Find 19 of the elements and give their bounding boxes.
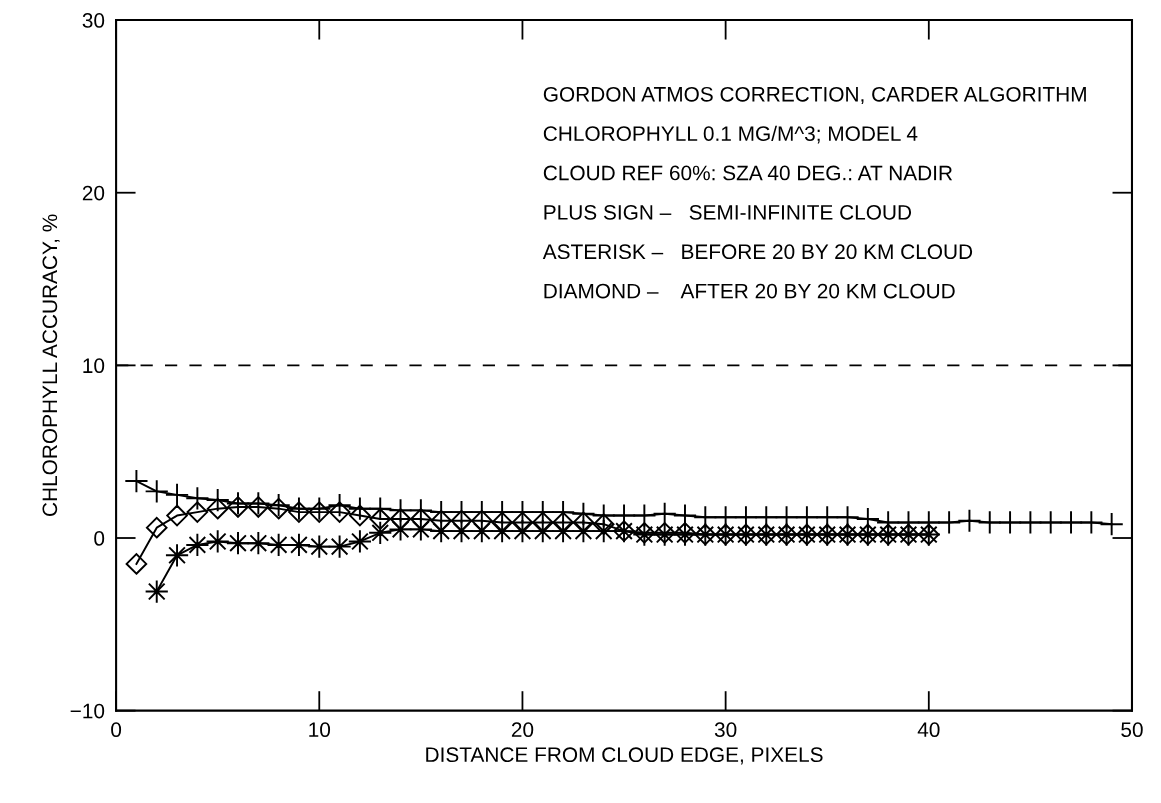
x-axis-title: DISTANCE FROM CLOUD EDGE, PIXELS [426,747,823,765]
x-tick-label: 10 [309,722,331,738]
y-tick-label: 20 [82,185,105,201]
y-tick-label: 10 [83,358,105,374]
annotation: CHLOROPHYLL 0.1 MG/M^3; MODEL 4 [543,125,918,144]
annotation: ASTERISK – BEFORE 20 BY 20 KM CLOUD [542,244,973,260]
annotation: PLUS SIGN – SEMI-INFINITE CLOUD [544,204,912,220]
x-tick-label: 50 [1121,722,1143,738]
y-tick-label: 30 [82,13,105,28]
x-tick-label: 30 [714,722,737,738]
annotation: GORDON ATMOS CORRECTION, CARDER ALGORITHM [543,86,1086,105]
y-tick-label: −10 [70,703,105,719]
annotation: DIAMOND – AFTER 20 BY 20 KM CLOUD [544,283,955,299]
annotation: CLOUD REF 60%: SZA 40 DEG.: AT NADIR [543,165,953,181]
x-tick-label: 20 [511,722,534,738]
x-tick-label: 40 [917,722,940,738]
y-tick-label: 0 [94,531,105,546]
y-axis-title: CHLOROPHYLL ACCURACY, % [42,214,60,516]
x-tick-label: 0 [111,722,122,738]
